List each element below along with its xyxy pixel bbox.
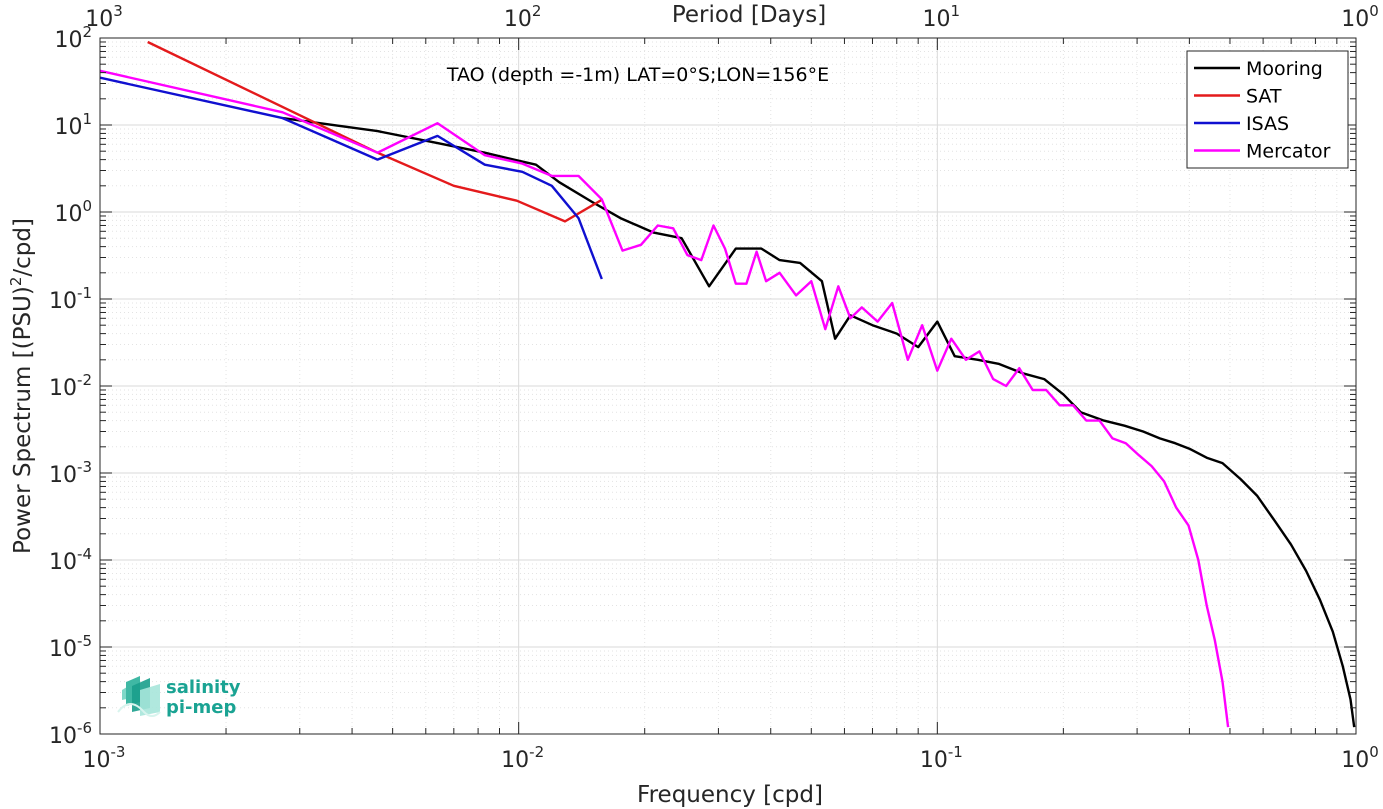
x2-tick-label-exp: 0 (1369, 2, 1379, 20)
logo-icon (117, 676, 161, 717)
y-tick-label-base: 10 (54, 115, 82, 140)
salinity-pi-mep-logo: salinity pi-mep (117, 676, 241, 718)
series-line-isas (100, 76, 603, 280)
y-tick-label: 10-2 (49, 371, 92, 401)
series-line-sat (147, 40, 603, 223)
x2-tick-label-exp: 2 (532, 2, 542, 20)
x-tick-label-base: 10 (83, 748, 111, 773)
y-tick-label: 10-1 (49, 284, 92, 314)
series-lines (100, 40, 1356, 728)
x2-tick-label: 100 (1341, 2, 1379, 32)
series-line-mooring (282, 116, 1356, 728)
y-tick-label-exp: -6 (77, 719, 92, 737)
y-tick-label-base: 10 (49, 550, 77, 575)
y-tick-label-base: 10 (54, 202, 82, 227)
x2-tick-label-exp: 3 (113, 2, 123, 20)
x2-tick-label-base: 10 (85, 7, 113, 32)
x-tick-label-exp: -1 (948, 743, 963, 761)
legend: Mooring SAT ISAS Mercator (1186, 50, 1349, 169)
x2-tick-label: 102 (504, 2, 542, 32)
x2-tick-label: 103 (85, 2, 123, 32)
y-tick-label: 10-4 (49, 545, 92, 575)
x2-tick-label-exp: 1 (951, 2, 961, 20)
y-axis-label: Power Spectrum [(PSU)2/cpd] (7, 218, 36, 554)
x-tick-label-base: 10 (1341, 748, 1369, 773)
y-tick-label: 10-3 (49, 458, 92, 488)
y-tick-label-exp: -4 (77, 545, 92, 563)
x2-tick-label: 101 (923, 2, 961, 32)
x-tick-label: 10-1 (920, 743, 963, 773)
y-tick-label-exp: 1 (82, 110, 92, 128)
x-axis-label: Frequency [cpd] (637, 782, 823, 808)
y-tick-label: 10-6 (49, 719, 92, 749)
x-tick-label: 10-3 (83, 743, 126, 773)
y-tick-label-exp: 2 (82, 23, 92, 41)
y-axis-label-exp: 2 (7, 277, 25, 287)
y-tick-label-exp: -1 (77, 284, 92, 302)
chart-title: TAO (depth =-1m) LAT=0°S;LON=156°E (446, 64, 829, 86)
x-tick-label-base: 10 (920, 748, 948, 773)
top-axis-label: Period [Days] (672, 2, 826, 28)
y-tick-label-base: 10 (49, 637, 77, 662)
y-tick-label-base: 10 (49, 376, 77, 401)
legend-label-isas: ISAS (1246, 113, 1289, 135)
x-tick-label-exp: -2 (529, 743, 544, 761)
y-tick-label: 10-5 (49, 632, 92, 662)
y-tick-label-exp: 0 (82, 197, 92, 215)
legend-box (1186, 50, 1349, 169)
y-tick-label-base: 10 (49, 289, 77, 314)
x-tick-label-exp: 0 (1369, 743, 1379, 761)
axis-ticks (99, 37, 1357, 735)
x-tick-label-exp: -3 (111, 743, 126, 761)
y-tick-label-exp: -5 (77, 632, 92, 650)
legend-label-mercator: Mercator (1246, 141, 1331, 163)
legend-label-mooring: Mooring (1246, 58, 1323, 80)
x-tick-label: 10-2 (501, 743, 544, 773)
x2-tick-label-base: 10 (504, 7, 532, 32)
y-axis-label-tail: /cpd] (10, 218, 36, 277)
y-axis-label-main: Power Spectrum [(PSU) (10, 286, 36, 554)
y-tick-label-base: 10 (49, 463, 77, 488)
logo-text-line1: salinity (166, 677, 241, 698)
y-tick-label: 100 (54, 197, 92, 227)
series-line-mercator (100, 69, 1230, 728)
y-tick-label-exp: -2 (77, 371, 92, 389)
logo-text-line2: pi-mep (166, 697, 236, 718)
x-tick-label: 100 (1341, 743, 1379, 773)
x2-tick-label-base: 10 (1341, 7, 1369, 32)
y-tick-label: 102 (54, 23, 92, 53)
y-tick-label: 101 (54, 110, 92, 140)
legend-label-sat: SAT (1246, 86, 1282, 108)
y-tick-label-base: 10 (49, 724, 77, 749)
y-tick-label-exp: -3 (77, 458, 92, 476)
x-tick-label-base: 10 (501, 748, 529, 773)
x2-tick-label-base: 10 (923, 7, 951, 32)
y-tick-label-base: 10 (54, 28, 82, 53)
